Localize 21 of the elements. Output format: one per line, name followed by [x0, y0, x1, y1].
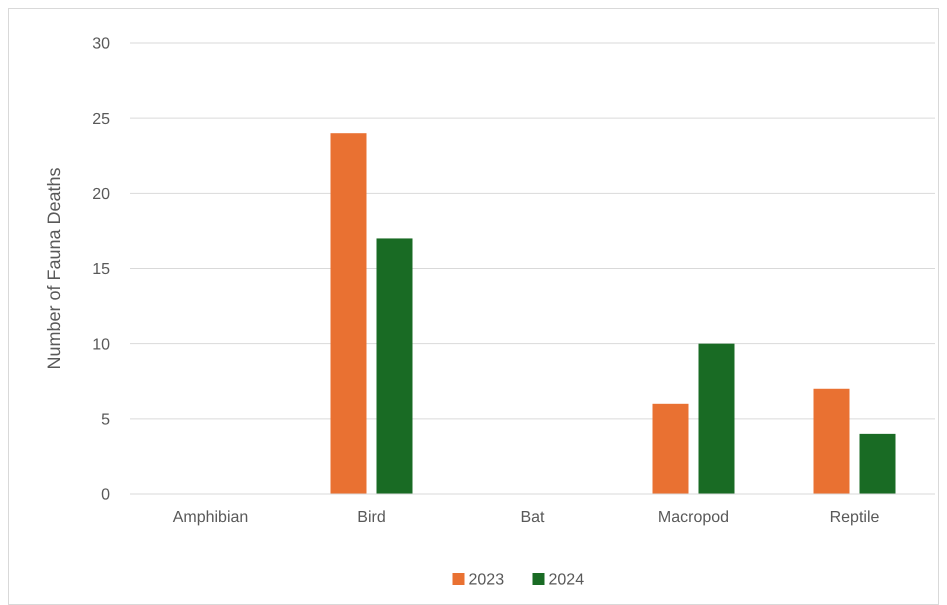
x-tick-label: Macropod: [658, 509, 730, 526]
x-tick-label: Bat: [520, 509, 546, 526]
bar: [376, 238, 412, 494]
x-tick-label: Amphibian: [172, 509, 248, 526]
y-tick-label: 20: [92, 186, 110, 203]
bar: [698, 344, 734, 494]
y-axis-title: Number of Fauna Deaths: [44, 167, 64, 370]
legend-label: 2024: [548, 572, 584, 589]
y-tick-label: 30: [92, 36, 110, 53]
y-tick-label: 25: [92, 110, 110, 128]
bar: [652, 404, 688, 494]
y-tick-label: 15: [92, 261, 110, 278]
x-tick-label: Bird: [357, 509, 386, 526]
legend-label: 2023: [468, 572, 504, 589]
bar: [330, 133, 366, 494]
bar: [814, 388, 850, 494]
y-tick-label: 10: [92, 336, 110, 354]
bar: [860, 434, 896, 494]
x-tick-label: Reptile: [830, 509, 880, 526]
y-tick-label: 5: [101, 411, 110, 428]
y-tick-label: 0: [101, 486, 110, 504]
